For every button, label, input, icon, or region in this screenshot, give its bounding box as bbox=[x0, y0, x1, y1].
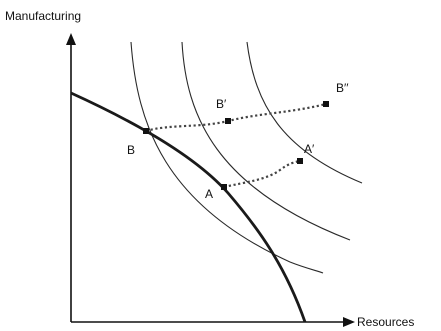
point-b-label: B bbox=[127, 143, 135, 157]
axes bbox=[66, 33, 355, 327]
point-b-double-prime-label: B′′ bbox=[336, 81, 349, 95]
point-b-marker bbox=[143, 128, 149, 134]
point-b-double-prime-marker bbox=[323, 101, 329, 107]
point-b-prime-marker bbox=[225, 118, 231, 124]
x-axis-arrowhead bbox=[343, 317, 355, 327]
y-axis-title: Manufacturing bbox=[5, 9, 81, 23]
indifference-curve-3 bbox=[246, 41, 363, 184]
x-axis-title: Resources bbox=[357, 315, 414, 329]
indifference-curve-1 bbox=[130, 41, 324, 274]
point-a-prime-label: A′ bbox=[304, 142, 315, 156]
dotted-path-b bbox=[145, 102, 327, 133]
dotted-path-a bbox=[223, 159, 301, 189]
y-axis-arrowhead bbox=[66, 33, 76, 45]
point-markers bbox=[143, 101, 329, 190]
indifference-curves bbox=[130, 41, 363, 274]
point-a-prime-marker bbox=[297, 158, 303, 164]
indifference-curve-2 bbox=[181, 41, 351, 241]
point-a-marker bbox=[221, 184, 227, 190]
point-a-label: A bbox=[205, 187, 213, 201]
production-possibility-frontier bbox=[70, 91, 307, 323]
point-b-prime-label: B′ bbox=[216, 97, 227, 111]
